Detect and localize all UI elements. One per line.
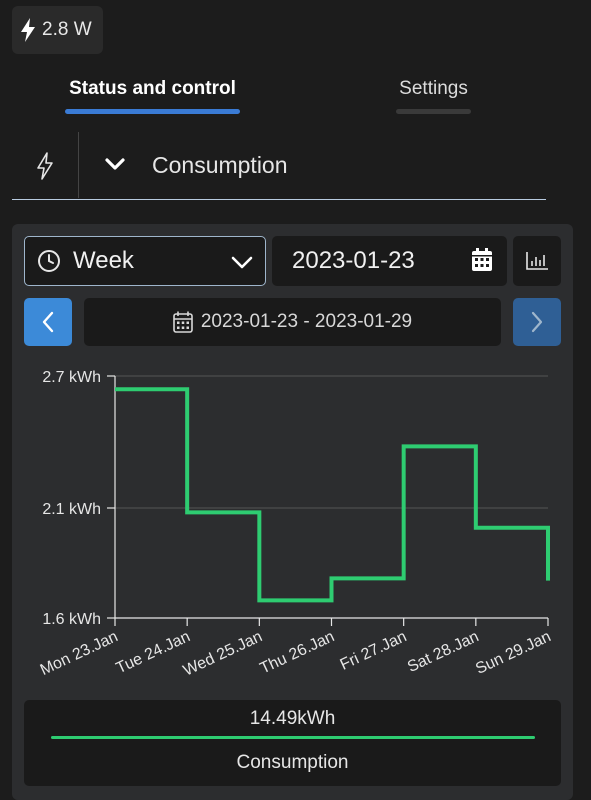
bolt-outline-icon (37, 152, 53, 180)
x-tick-label: Fri 27.Jan (338, 628, 410, 673)
power-status-chip[interactable]: 2.8 W (12, 6, 103, 54)
bolt-icon (21, 18, 35, 42)
x-tick-label: Thu 26.Jan (257, 628, 337, 677)
period-select[interactable]: Week (24, 236, 266, 286)
x-tick-label: Sat 28.Jan (405, 628, 482, 676)
x-tick-label: Sun 29.Jan (473, 628, 554, 678)
tab-settings[interactable]: Settings (396, 78, 471, 114)
period-value: Week (73, 247, 134, 274)
consumption-section-header[interactable]: Consumption (12, 132, 546, 200)
tab-label: Status and control (69, 78, 236, 99)
y-tick-label: 2.1 kWh (42, 501, 101, 518)
bar-chart-icon (526, 252, 548, 270)
clock-icon (38, 250, 60, 272)
calendar-icon[interactable] (471, 248, 493, 272)
calendar-outline-icon (173, 311, 193, 333)
total-consumption: 14.49kWh (249, 708, 336, 729)
section-title: Consumption (152, 152, 288, 178)
chevron-down-icon[interactable] (104, 156, 126, 172)
x-tick-label: Wed 25.Jan (181, 628, 265, 679)
date-range-display[interactable]: 2023-01-23 - 2023-01-29 (84, 298, 501, 346)
section-divider (78, 132, 79, 198)
series-line (115, 387, 550, 603)
y-tick-label: 2.7 kWh (42, 369, 101, 386)
date-input[interactable]: 2023-01-23 (272, 236, 507, 286)
y-tick-label: 1.6 kWh (42, 611, 101, 628)
tab-status-and-control[interactable]: Status and control (65, 78, 240, 114)
tab-indicator (396, 109, 471, 114)
previous-week-button[interactable] (24, 298, 72, 346)
x-tick-label: Mon 23.Jan (38, 628, 121, 679)
chevron-down-icon (231, 256, 253, 269)
summary-legend[interactable]: 14.49kWh Consumption (24, 700, 561, 786)
next-week-button[interactable] (513, 298, 561, 346)
date-value: 2023-01-23 (292, 247, 415, 274)
chevron-right-icon (531, 311, 543, 333)
series-line-swatch (51, 736, 535, 739)
tab-active-indicator (65, 109, 240, 114)
date-range-text: 2023-01-23 - 2023-01-29 (200, 311, 413, 332)
chart-view-button[interactable] (513, 236, 561, 286)
chevron-left-icon (42, 311, 54, 333)
tab-label: Settings (399, 78, 468, 99)
power-value: 2.8 W (42, 19, 92, 40)
consumption-card: Week 2023-01-23 2023-01-23 - 2023-01-29 … (12, 224, 573, 800)
series-name: Consumption (236, 752, 349, 773)
x-tick-label: Tue 24.Jan (114, 628, 193, 677)
